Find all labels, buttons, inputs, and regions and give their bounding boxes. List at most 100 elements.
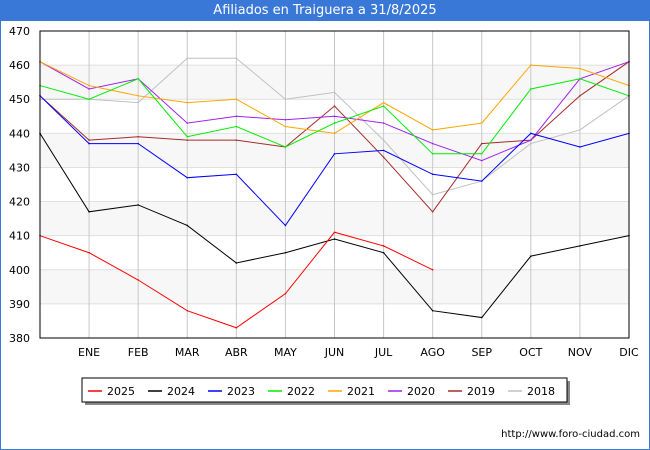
data-point-2018 bbox=[284, 98, 287, 101]
data-point-2023 bbox=[333, 153, 336, 155]
y-tick-label: 390 bbox=[9, 298, 30, 311]
x-tick-label: JUL bbox=[374, 346, 393, 359]
data-point-2023 bbox=[431, 173, 434, 176]
data-point-2021 bbox=[235, 98, 238, 101]
x-tick-label: AGO bbox=[420, 346, 445, 359]
data-point-2018 bbox=[235, 57, 238, 60]
data-point-2019 bbox=[579, 95, 581, 97]
data-point-2024 bbox=[431, 309, 434, 312]
data-point-2024 bbox=[530, 255, 532, 257]
data-point-2018 bbox=[431, 193, 434, 196]
y-tick-label: 410 bbox=[9, 230, 30, 243]
data-point-2024 bbox=[88, 210, 90, 213]
data-point-2021 bbox=[382, 101, 385, 104]
footer-url[interactable]: http://www.foro-ciudad.com bbox=[501, 429, 640, 440]
data-point-2022 bbox=[579, 77, 581, 80]
data-point-2023 bbox=[382, 149, 385, 152]
legend: 2025 2024 2023 2022 2021 2020 2019 2018 bbox=[81, 377, 570, 405]
legend-label-2018: 2018 bbox=[527, 385, 555, 398]
data-point-2022 bbox=[284, 146, 287, 148]
x-tick-label: ABR bbox=[225, 346, 248, 359]
data-point-2020 bbox=[530, 139, 532, 141]
data-point-2024 bbox=[480, 316, 483, 319]
data-point-2023 bbox=[186, 176, 189, 179]
data-point-2018 bbox=[137, 101, 139, 104]
data-point-2019 bbox=[480, 142, 483, 145]
data-point-2022 bbox=[480, 153, 483, 155]
data-point-2020 bbox=[333, 115, 336, 118]
data-point-2020 bbox=[88, 88, 90, 90]
y-tick-label: 440 bbox=[9, 127, 30, 140]
x-tick-label: OCT bbox=[519, 346, 542, 359]
data-point-2022 bbox=[137, 77, 139, 80]
y-tick-label: 380 bbox=[9, 332, 30, 345]
data-point-2019 bbox=[137, 135, 139, 138]
data-point-2018 bbox=[382, 139, 385, 141]
legend-label-2024: 2024 bbox=[167, 385, 195, 398]
legend-label-2020: 2020 bbox=[407, 385, 435, 398]
data-point-2019 bbox=[186, 139, 189, 141]
legend-label-2023: 2023 bbox=[227, 385, 255, 398]
data-point-2018 bbox=[530, 142, 532, 145]
y-tick-label: 430 bbox=[9, 161, 30, 174]
data-point-2022 bbox=[235, 125, 238, 128]
data-point-2019 bbox=[382, 156, 385, 159]
data-point-2023 bbox=[579, 146, 581, 148]
data-point-2021 bbox=[284, 125, 287, 128]
y-tick-label: 450 bbox=[9, 93, 30, 106]
data-point-2023 bbox=[137, 142, 139, 145]
data-point-2021 bbox=[333, 132, 336, 135]
data-point-2025 bbox=[88, 251, 90, 254]
data-point-2025 bbox=[284, 292, 287, 295]
x-tick-label: ENE bbox=[78, 346, 100, 359]
data-point-2019 bbox=[333, 105, 336, 107]
data-point-2024 bbox=[579, 245, 581, 247]
data-point-2024 bbox=[235, 262, 238, 264]
data-point-2021 bbox=[431, 129, 434, 131]
x-tick-label: MAR bbox=[175, 346, 200, 359]
legend-label-2019: 2019 bbox=[467, 385, 495, 398]
data-point-2018 bbox=[333, 91, 336, 94]
data-point-2024 bbox=[137, 204, 139, 206]
y-tick-label: 400 bbox=[9, 264, 30, 277]
data-point-2022 bbox=[431, 153, 434, 155]
data-point-2019 bbox=[88, 139, 90, 141]
legend-label-2025: 2025 bbox=[107, 385, 135, 398]
data-point-2025 bbox=[333, 231, 336, 234]
data-point-2024 bbox=[284, 251, 287, 254]
data-point-2023 bbox=[480, 180, 483, 182]
data-point-2018 bbox=[186, 57, 189, 60]
y-tick-label: 470 bbox=[9, 25, 30, 38]
data-point-2023 bbox=[284, 224, 287, 227]
data-point-2023 bbox=[88, 142, 90, 145]
data-point-2020 bbox=[186, 122, 189, 124]
data-point-2020 bbox=[284, 118, 287, 121]
data-point-2020 bbox=[480, 159, 483, 162]
x-tick-label: FEB bbox=[128, 346, 149, 359]
x-tick-label: NOV bbox=[568, 346, 593, 359]
data-point-2022 bbox=[530, 88, 532, 90]
x-tick-label: MAY bbox=[274, 346, 297, 359]
x-tick-label: SEP bbox=[471, 346, 492, 359]
data-point-2022 bbox=[333, 122, 336, 124]
data-point-2021 bbox=[137, 95, 139, 97]
legend-box bbox=[81, 377, 568, 403]
x-tick-label: DIC bbox=[619, 346, 639, 359]
data-point-2022 bbox=[88, 98, 90, 101]
data-point-2021 bbox=[480, 122, 483, 124]
data-point-2025 bbox=[137, 279, 139, 281]
data-point-2023 bbox=[235, 173, 238, 176]
data-point-2021 bbox=[530, 64, 532, 66]
data-point-2024 bbox=[333, 238, 336, 240]
legend-label-2022: 2022 bbox=[287, 385, 315, 398]
x-tick-label: JUN bbox=[324, 346, 345, 359]
data-point-2019 bbox=[431, 210, 434, 213]
data-point-2025 bbox=[431, 268, 434, 271]
y-tick-label: 460 bbox=[9, 59, 30, 72]
data-point-2020 bbox=[431, 142, 434, 145]
data-point-2021 bbox=[579, 67, 581, 70]
data-point-2022 bbox=[382, 105, 385, 107]
y-tick-label: 420 bbox=[9, 196, 30, 209]
data-point-2024 bbox=[382, 251, 385, 254]
